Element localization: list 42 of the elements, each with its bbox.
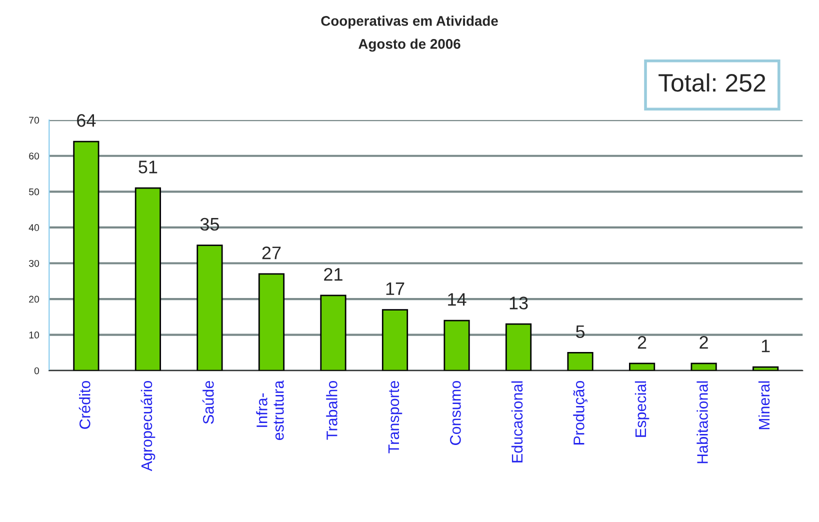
data-label: 1 [762,340,770,352]
x-tick-label: Transporte [388,381,402,454]
x-tick-label: Habitacional [696,381,708,464]
bar [690,362,717,371]
x-tick-label: Educacional [511,381,523,462]
bar [628,362,656,371]
y-tick-label: 30 [28,260,40,267]
data-label: 21 [324,268,342,281]
x-tick-label: Agropecuário [140,380,156,472]
y-tick-label: 20 [29,296,40,303]
data-label: 13 [510,296,528,310]
bar [444,320,470,371]
x-tick-label: Trabalho [326,380,338,440]
y-tick-label: 70 [29,116,40,124]
chart-title: Cooperativas em Atividade Agosto de 2006 [321,16,498,52]
x-tick-label: Produção [573,380,588,444]
y-tick-label: 60 [29,152,40,160]
data-label: 51 [138,160,158,174]
y-tick-label: 50 [28,188,40,196]
data-label: 2 [638,336,646,349]
data-label: 27 [262,246,281,260]
bar [258,273,285,371]
bar [196,244,223,371]
y-tick-label: 10 [29,332,40,338]
x-tick-label: Infra- estrutura [256,380,284,440]
bar [567,352,594,371]
bar [752,366,779,371]
y-tick-label: 40 [28,224,40,232]
x-tick-label: Saúde [202,381,214,424]
x-tick-label: Especial [634,381,650,437]
bar [73,140,100,371]
y-tick-label: 0 [34,367,40,374]
x-tick-label: Consumo [450,380,461,445]
data-label: 2 [700,336,708,349]
bar [320,294,346,371]
data-label: 17 [386,282,404,295]
bar [505,323,532,371]
x-tick-label: Crédito [78,380,90,429]
text: Total: 252 [658,73,766,92]
bar [382,309,408,371]
x-tick-label: Mineral [758,381,770,430]
bar [134,187,162,371]
